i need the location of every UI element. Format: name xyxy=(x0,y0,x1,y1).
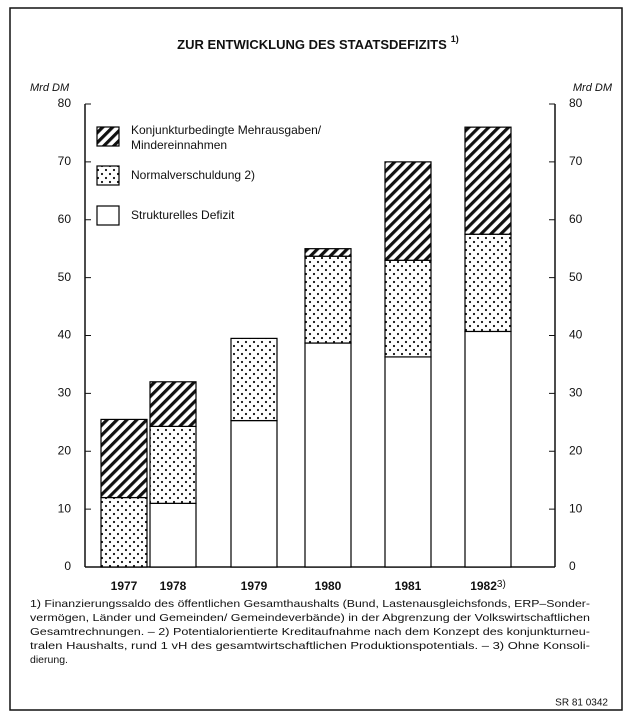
x-tick-label: 1979 xyxy=(241,579,268,593)
bar-segment xyxy=(230,419,278,568)
y-tick-label: 60 xyxy=(58,212,72,226)
bar-segment xyxy=(304,255,352,344)
y-tick-label: 80 xyxy=(58,96,72,110)
y2-tick-label: 40 xyxy=(569,328,583,342)
legend-swatch xyxy=(96,165,120,186)
bar-segment xyxy=(149,381,197,427)
legend-label: Normalverschuldung 2) xyxy=(131,168,256,182)
y2-tick-label: 0 xyxy=(569,559,576,573)
footnote-line: vermögen, Länder und Gemeinden/ Gemeinde… xyxy=(30,612,590,624)
bar-segment xyxy=(304,342,352,568)
bar-segment xyxy=(464,330,512,568)
category-label: 1977 xyxy=(111,579,138,593)
y-tick-label: 40 xyxy=(58,328,72,342)
bar-segment xyxy=(304,248,352,257)
y2-tick-label: 20 xyxy=(569,443,583,457)
y2-tick-label: 80 xyxy=(569,96,583,110)
bar-segment xyxy=(100,496,148,568)
bar-segment xyxy=(230,337,278,422)
title-footnote: 1) xyxy=(451,34,459,44)
y2-tick-label: 30 xyxy=(569,386,583,400)
footnote-line: Gesamtrechnungen. – 2) Potentialorientie… xyxy=(30,626,591,638)
y2-tick-label: 70 xyxy=(569,154,583,168)
x-tick-label: 1981 xyxy=(395,579,422,593)
category-label: 1980 xyxy=(315,579,342,593)
source-code: SR 81 0342 xyxy=(555,698,608,709)
y-tick-label: 0 xyxy=(64,559,71,573)
x-tick-label: 19823) xyxy=(470,579,506,594)
chart-title: ZUR ENTWICKLUNG DES STAATSDEFIZITS 1) xyxy=(177,34,459,52)
category-label: 1979 xyxy=(241,579,268,593)
bar-segment xyxy=(464,126,512,235)
category-label: 1978 xyxy=(160,579,187,593)
bar-segment xyxy=(384,259,432,358)
footnote-line: tralen Haushalts, rund 1 vH des gesamtwi… xyxy=(30,640,591,652)
y2-tick-label: 60 xyxy=(569,212,583,226)
legend-swatch xyxy=(96,126,120,147)
bar-segment xyxy=(384,161,432,261)
y-tick-label: 70 xyxy=(58,154,72,168)
legend-label: Strukturelles Defizit xyxy=(131,208,235,222)
y2-axis-label: Mrd DM xyxy=(573,82,613,94)
y-tick-label: 30 xyxy=(58,386,72,400)
x-tick-label: 1980 xyxy=(315,579,342,593)
footnote-line: 1) Finanzierungssaldo des öffentlichen G… xyxy=(30,598,591,610)
y2-tick-label: 50 xyxy=(569,270,583,284)
y-tick-label: 20 xyxy=(58,443,72,457)
legend-label: Konjunkturbedingte Mehrausgaben/ Mindere… xyxy=(131,123,322,152)
frame xyxy=(9,7,623,711)
y-tick-label: 50 xyxy=(58,270,72,284)
x-tick-label: 1977 xyxy=(111,579,138,593)
bar-segment xyxy=(464,233,512,333)
title-text: ZUR ENTWICKLUNG DES STAATSDEFIZITS xyxy=(177,37,447,52)
x-tick-label: 1978 xyxy=(160,579,187,593)
y-axis-label: Mrd DM xyxy=(30,82,70,94)
legend-swatch xyxy=(96,205,120,226)
category-label: 1982 xyxy=(470,579,497,593)
footnote-line: dierung. xyxy=(30,654,68,666)
category-footnote: 3) xyxy=(497,579,506,590)
category-label: 1981 xyxy=(395,579,422,593)
bar-segment xyxy=(100,418,148,499)
bar-segment xyxy=(149,502,197,568)
bar-segment xyxy=(149,425,197,504)
y-tick-label: 10 xyxy=(58,501,72,515)
y2-tick-label: 10 xyxy=(569,501,583,515)
bar-segment xyxy=(384,356,432,568)
